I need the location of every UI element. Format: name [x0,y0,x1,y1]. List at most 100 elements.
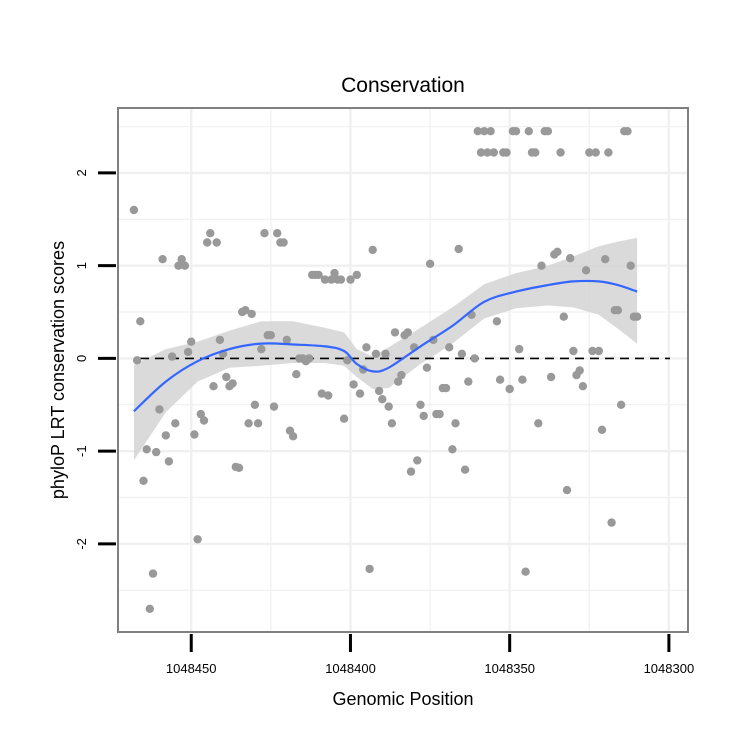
data-point [215,335,225,345]
data-point [244,419,253,428]
data-point [196,409,205,419]
data-point [524,127,533,136]
data-point [588,346,597,356]
data-point [304,354,314,363]
data-point [346,275,355,284]
data-point [212,238,221,247]
data-point [454,244,463,254]
data-point [480,127,489,136]
data-point [136,317,145,326]
data-point [521,567,530,576]
data-point [457,349,467,358]
data-point [164,457,174,466]
data-point [626,261,635,270]
data-point [575,366,584,375]
data-point [537,261,546,270]
data-point [460,465,470,474]
data-point [234,463,244,472]
data-point [397,370,406,380]
x-axis-title: Genomic Position [332,689,473,709]
data-point [390,328,400,337]
data-point [241,306,250,315]
data-point [585,148,594,157]
data-point [374,386,384,396]
data-point [495,375,505,384]
data-point [187,337,196,346]
data-point [314,270,323,280]
data-point [282,335,291,345]
data-point [607,518,616,527]
data-point [381,349,390,358]
data-point [145,604,154,613]
smooth-curve [133,279,638,413]
data-point [250,400,260,409]
data-point [489,148,498,157]
data-point [132,356,142,365]
data-point [553,247,562,256]
data-point [139,476,148,485]
data-point [546,372,556,382]
y-tick-label: 1 [74,262,89,269]
data-point [476,148,486,157]
data-point [273,229,282,238]
data-point [222,372,231,382]
data-point [228,379,237,388]
data-point [292,370,301,379]
data-point [531,148,540,157]
data-point [155,405,164,414]
y-axis-title: phyloP LRT conservation scores [48,241,68,499]
data-point [260,229,269,238]
data-point [371,349,381,358]
data-point [206,229,215,238]
confidence-band-area [133,237,638,461]
data-point [515,344,524,354]
data-point [470,354,479,363]
data-point [473,127,482,136]
smooth-line [133,279,638,413]
data-point [559,312,568,321]
data-point [483,148,492,157]
x-tick-label: 1048350 [484,661,535,676]
data-point [562,485,572,495]
data-point [502,148,511,157]
data-point [320,275,330,284]
data-point [425,259,435,268]
data-point [167,352,177,361]
data-point [152,447,161,457]
data-point [591,148,600,157]
data-point [387,419,397,428]
data-point [601,255,610,264]
data-point [324,391,333,400]
data-point [435,409,444,419]
data-point [464,377,473,386]
data-point [330,268,339,278]
data-point [594,346,603,356]
y-tick-label: -1 [74,445,89,457]
data-point [269,402,279,411]
data-point [406,467,416,476]
x-tick-label: 1048450 [166,661,217,676]
data-point [413,456,422,465]
data-point [445,343,454,352]
data-point [288,432,298,441]
data-point [336,275,346,284]
data-point [403,328,412,337]
y-tick-label: 0 [74,355,89,362]
data-point [199,416,209,425]
data-point [616,400,626,409]
data-point [129,205,139,215]
data-point [518,375,527,384]
data-point [566,254,575,263]
data-point [486,127,495,136]
data-point [543,127,553,136]
data-point [209,382,218,391]
data-point [384,402,393,411]
data-point [451,419,460,428]
data-point [352,270,361,280]
data-point [183,347,193,357]
data-point [362,343,371,352]
data-point [247,309,256,319]
x-tick-label: 1048300 [644,661,695,676]
x-axis-ticks: 1048450 1048400 1048350 1048300 [166,634,694,676]
data-point [190,430,199,439]
